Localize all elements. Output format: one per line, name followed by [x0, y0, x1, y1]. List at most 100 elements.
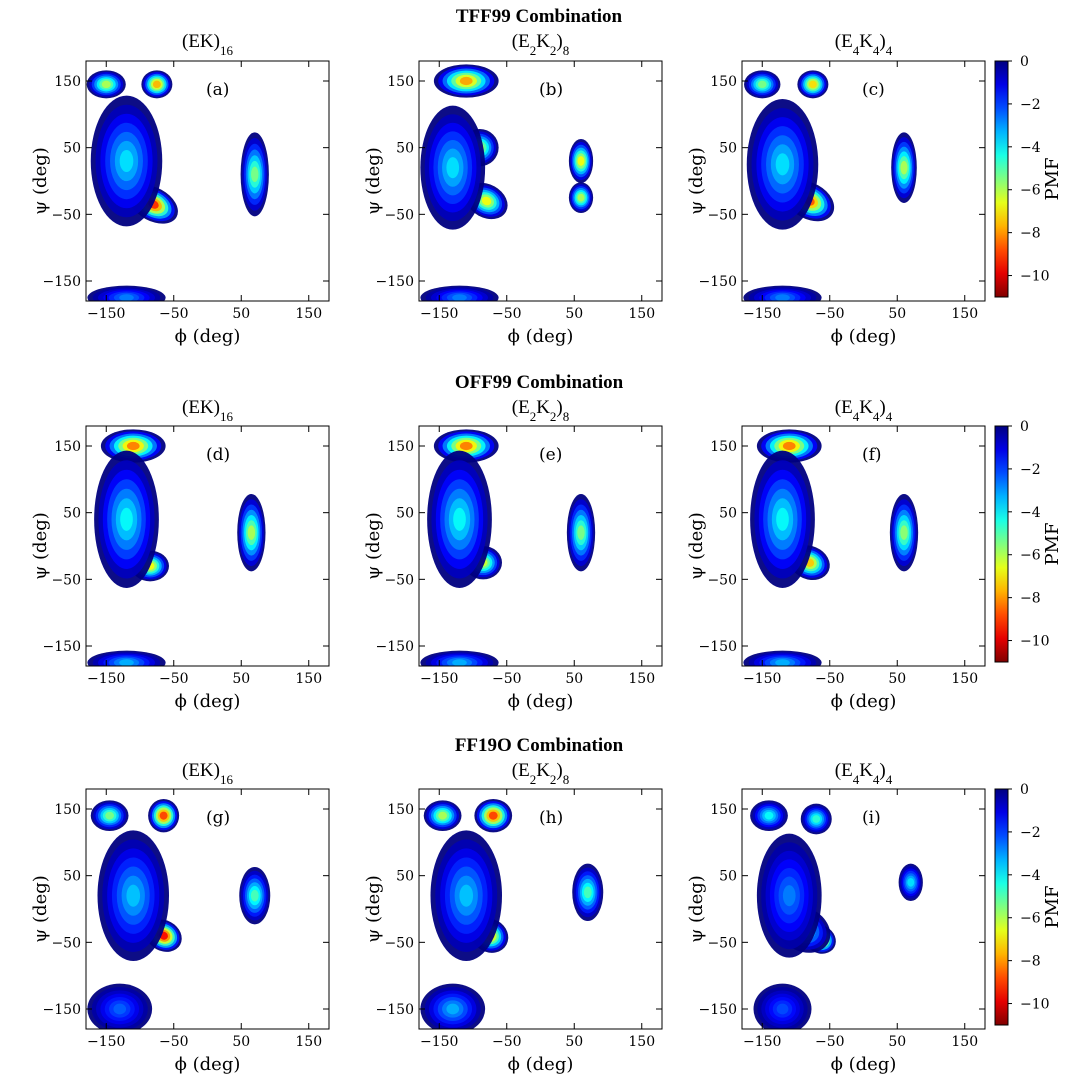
x-axis-label: ϕ (deg) — [508, 326, 574, 347]
x-tick-label: −50 — [492, 671, 522, 687]
density-contour — [776, 507, 789, 531]
plot-frame — [741, 788, 986, 1030]
density-contour — [907, 877, 915, 887]
density-contour — [812, 815, 821, 823]
panel-b: −150 −50 50 150 150 50 −50 −150 ϕ (deg) ψ (deg) (b… — [363, 31, 663, 347]
density-contour — [113, 1003, 127, 1015]
panel-e: −150 −50 50 150 150 50 −50 −150 ϕ (deg) ψ (deg) (e… — [363, 397, 663, 712]
y-tick-label: 150 — [387, 439, 414, 455]
y-tick-label: −150 — [43, 274, 81, 290]
title-text: (E — [512, 397, 530, 418]
density-contour — [247, 525, 256, 540]
density-region — [750, 450, 815, 588]
x-tick-label: −150 — [743, 1034, 781, 1050]
x-axis-label: ϕ (deg) — [175, 326, 241, 347]
density-region — [891, 132, 917, 203]
density-region — [87, 983, 153, 1029]
colorbar-tick-label: −8 — [1020, 591, 1041, 607]
title-subscript: 4 — [873, 772, 880, 787]
pmf-map — [419, 426, 662, 666]
title-subscript: 2 — [550, 772, 557, 787]
x-tick-label: 150 — [951, 306, 978, 322]
plot-frame — [418, 425, 663, 667]
colorbar-tick-label: −6 — [1020, 548, 1041, 564]
density-contour — [251, 166, 259, 183]
density-contour — [577, 525, 585, 540]
x-axis-label: ϕ (deg) — [508, 1054, 574, 1075]
plot-frame — [741, 425, 986, 667]
x-tick-label: 150 — [628, 1034, 655, 1050]
colorbar: 0 −2 −4 −6 −8 −10 PMF — [994, 54, 1063, 298]
colorbar-tick-label: 0 — [1020, 782, 1029, 798]
density-contour — [119, 659, 134, 666]
colorbar-tick-label: −4 — [1020, 140, 1041, 156]
x-tick-label: 50 — [232, 671, 250, 687]
x-tick-label: −50 — [492, 1034, 522, 1050]
pmf-map — [86, 61, 329, 301]
density-region — [430, 830, 502, 962]
title-text: (E — [512, 760, 530, 781]
plot-frame — [741, 60, 986, 302]
density-contour — [120, 507, 133, 531]
density-contour — [459, 441, 473, 451]
y-tick-label: 50 — [396, 869, 414, 885]
row-title: OFF99 Combination — [455, 372, 624, 393]
panel-label: (g) — [206, 808, 230, 828]
title-text: K — [536, 397, 550, 418]
title-text: K — [859, 397, 873, 418]
panel-g: −150 −50 50 150 150 50 −50 −150 ϕ (deg) ψ (deg) (g… — [30, 760, 330, 1075]
panel-title: (E4K4)4 — [835, 760, 893, 787]
density-contour — [250, 889, 259, 902]
y-tick-label: −150 — [699, 1002, 737, 1018]
panel-title: (E4K4)4 — [835, 31, 893, 58]
colorbar-tick-label: −8 — [1020, 226, 1041, 242]
panel-a: −150 −50 50 150 150 50 −50 −150 ϕ (deg) ψ (deg) (a… — [30, 31, 330, 347]
x-tick-label: −50 — [159, 306, 189, 322]
colorbar-label: PMF — [1042, 522, 1063, 565]
density-contour — [446, 1003, 460, 1015]
colorbar: 0 −2 −4 −6 −8 −10 PMF — [994, 782, 1063, 1026]
density-region — [433, 64, 499, 98]
x-tick-label: −150 — [420, 306, 458, 322]
colorbar: 0 −2 −4 −6 −8 −10 PMF — [994, 419, 1063, 663]
colorbar-label: PMF — [1042, 885, 1063, 928]
density-region — [753, 983, 812, 1029]
density-contour — [119, 294, 134, 301]
density-contour — [776, 1003, 789, 1015]
density-contour — [808, 80, 817, 89]
x-tick-label: 150 — [628, 671, 655, 687]
x-tick-label: 150 — [295, 306, 322, 322]
density-region — [743, 650, 822, 666]
panel-title: (E2K2)8 — [512, 31, 570, 58]
title-subscript: 2 — [550, 43, 557, 58]
density-region — [87, 285, 166, 301]
x-axis-label: ϕ (deg) — [175, 1054, 241, 1075]
title-subscript: 4 — [886, 43, 893, 58]
density-region — [427, 450, 492, 588]
y-tick-label: −150 — [699, 639, 737, 655]
panel-i: −150 −50 50 150 150 50 −50 −150 ϕ (deg) ψ (deg) (i… — [686, 760, 986, 1075]
y-tick-label: 150 — [387, 74, 414, 90]
colorbar-gradient — [994, 60, 1009, 298]
title-subscript: 2 — [530, 409, 537, 424]
density-contour — [159, 811, 168, 820]
x-tick-label: 50 — [565, 671, 583, 687]
y-axis-label: ψ (deg) — [363, 512, 384, 580]
y-axis-label: ψ (deg) — [686, 147, 707, 215]
title-text: K — [859, 760, 873, 781]
colorbar-label: PMF — [1042, 157, 1063, 200]
y-tick-label: 150 — [710, 802, 737, 818]
colorbar-tick-label: −2 — [1020, 462, 1041, 478]
x-axis-label: ϕ (deg) — [831, 1054, 897, 1075]
density-region — [237, 494, 266, 572]
density-region — [568, 182, 594, 214]
x-tick-label: −50 — [159, 671, 189, 687]
y-tick-label: −50 — [384, 207, 414, 223]
x-tick-label: −50 — [815, 671, 845, 687]
colorbar-gradient — [994, 425, 1009, 663]
density-contour — [782, 885, 796, 907]
panel-label: (f) — [862, 445, 882, 465]
y-axis-label: ψ (deg) — [363, 147, 384, 215]
density-contour — [775, 294, 790, 301]
plot-frame — [418, 788, 663, 1030]
